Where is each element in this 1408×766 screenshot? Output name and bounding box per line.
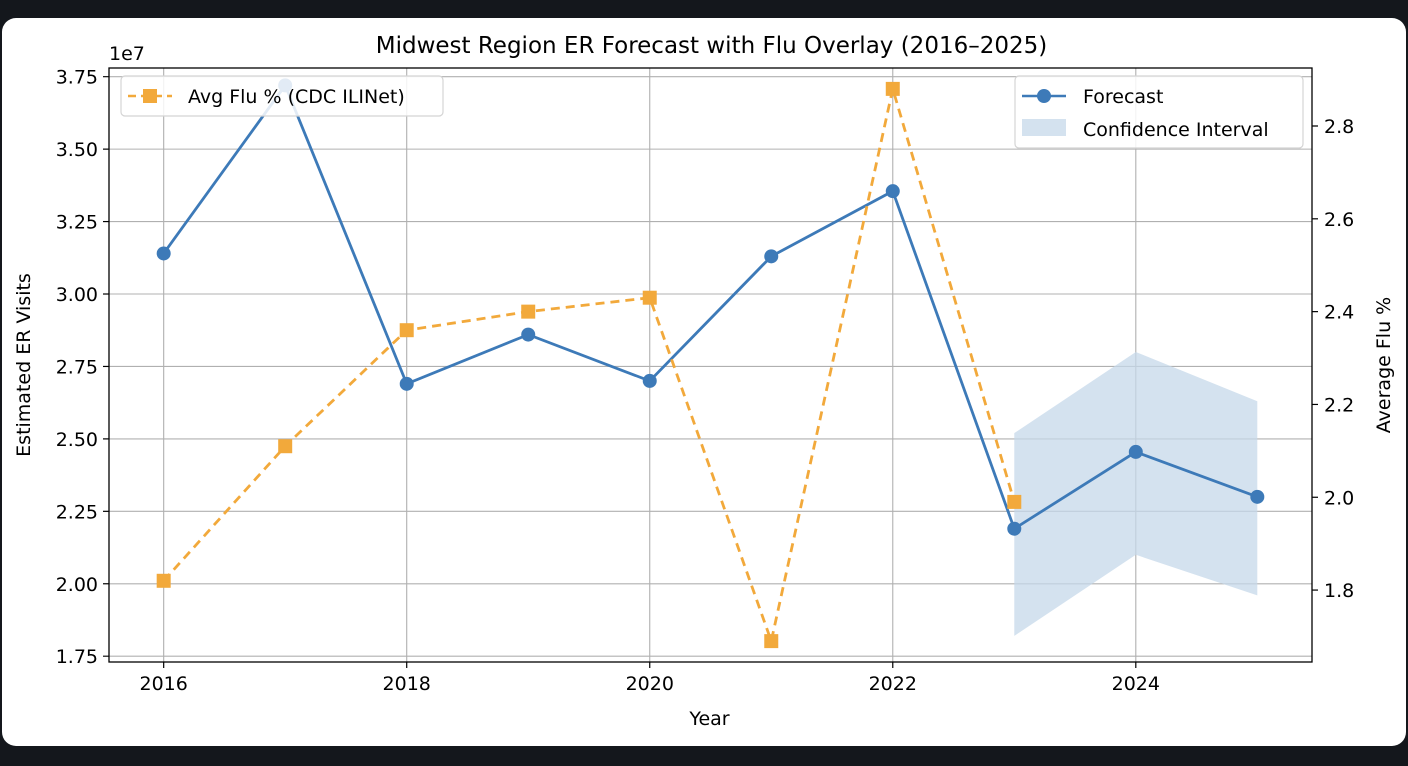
y-right-tick-label: 2.0 [1324,487,1354,509]
y-tick-label: 3.50 [56,139,98,161]
y-tick-label: 2.25 [56,501,98,523]
confidence-interval-band [1014,351,1258,636]
y-right-tick-label: 2.6 [1324,209,1354,231]
axes: 2016 2018 2020 2022 2024 1.75 2.00 2.25 2.50 2.75… [56,67,1355,695]
legend-flu-label: Avg Flu % (CDC ILINet) [188,86,405,108]
forecast-point [642,373,657,388]
forecast-point [156,246,171,261]
y-right-tick-label: 2.2 [1324,394,1354,416]
plot-frame [108,67,1313,663]
legend-flu-marker [143,89,157,103]
flu-series-line [162,88,1016,647]
forecast-point [521,327,536,342]
y-tick-label: 3.00 [56,284,98,306]
flu-point [1007,494,1022,509]
y-tick-label: 2.00 [56,574,98,596]
legend-flu: Avg Flu % (CDC ILINet) [120,75,444,117]
x-tick-label: 2024 [1112,673,1160,695]
y-offset-label: 1e7 [109,43,145,65]
y-tick-label: 2.50 [56,429,98,451]
legend-forecast-label: Forecast [1083,86,1163,108]
forecast-point [1128,444,1143,459]
forecast-point [885,184,900,199]
series-layer [156,78,1265,649]
forecast-point [1007,521,1022,536]
y-tick-label: 3.75 [56,67,98,89]
y-right-tick-label: 2.4 [1324,302,1354,324]
chart-title: Midwest Region ER Forecast with Flu Over… [376,33,1047,59]
y-right-tick-label: 1.8 [1324,580,1354,602]
x-tick-label: 2022 [869,673,917,695]
x-tick-label: 2018 [383,673,431,695]
legend-forecast: Forecast Confidence Interval [1014,75,1304,149]
flu-point [278,439,293,454]
flu-point [642,290,657,305]
chart-card: 2016 2018 2020 2022 2024 1.75 2.00 2.25 2.50 2.75… [2,18,1406,746]
forecast-point [1250,489,1265,504]
forecast-point [399,376,414,391]
legend-box [120,75,444,117]
x-axis-label: Year [688,708,729,730]
y-axis-label-right: Average Flu % [1373,297,1395,433]
y-tick-label: 1.75 [56,646,98,668]
confidence-band-layer [1014,351,1258,636]
legend-forecast-marker [1037,89,1051,103]
chart: 2016 2018 2020 2022 2024 1.75 2.00 2.25 2.50 2.75… [13,33,1395,730]
flu-point [764,634,779,649]
flu-point [399,323,414,338]
legend-ci-swatch [1022,119,1066,136]
legend-ci-label: Confidence Interval [1083,119,1269,141]
flu-point [156,573,171,588]
y-right-tick-label: 2.8 [1324,116,1354,138]
x-tick-label: 2016 [140,673,188,695]
y-tick-label: 2.75 [56,356,98,378]
forecast-point [764,249,779,264]
x-tick-label: 2020 [626,673,674,695]
legend-box [1014,75,1304,149]
y-axis-label: Estimated ER Visits [13,273,35,457]
y-tick-label: 3.25 [56,212,98,234]
flu-point [885,81,900,96]
forecast-series-line [162,82,1258,531]
flu-point [521,304,536,319]
